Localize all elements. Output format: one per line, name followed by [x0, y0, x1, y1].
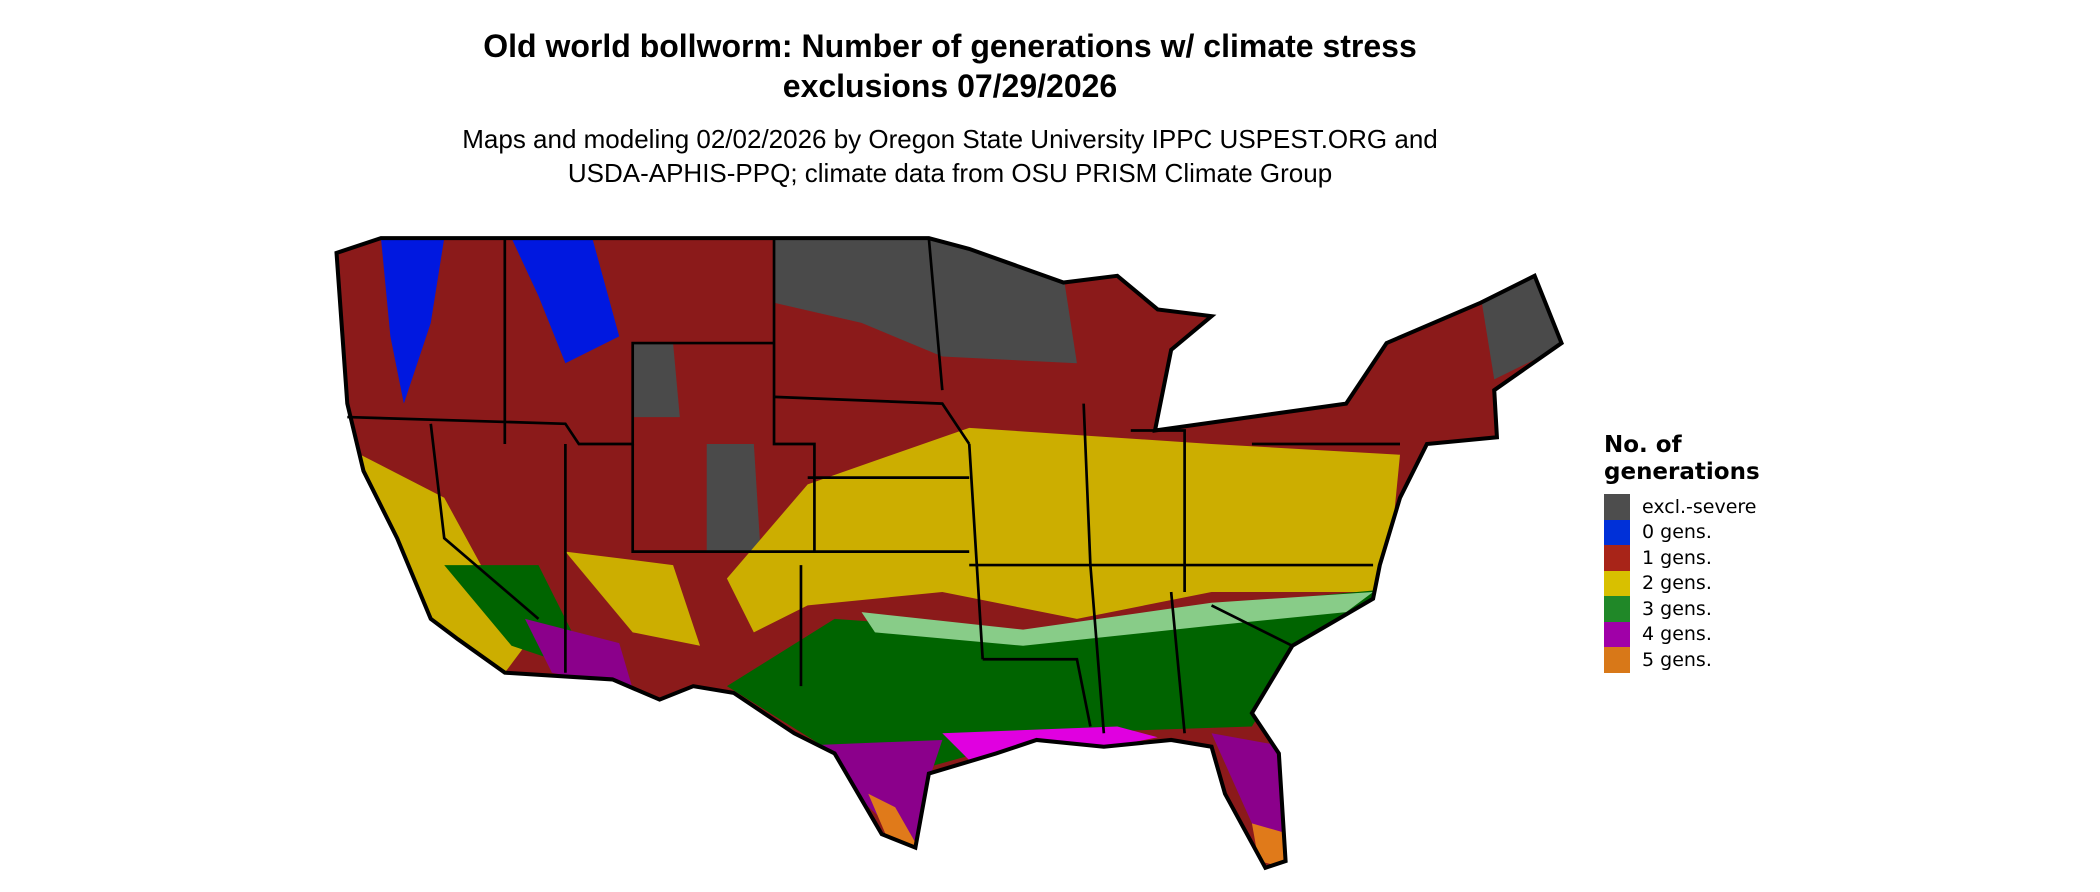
legend-item: 0 gens.: [1604, 519, 1760, 545]
map-subtitle: Maps and modeling 02/02/2026 by Oregon S…: [0, 122, 1900, 190]
legend-swatch: [1604, 570, 1630, 596]
subtitle-line-1: Maps and modeling 02/02/2026 by Oregon S…: [462, 124, 1438, 154]
title-line-1: Old world bollworm: Number of generation…: [483, 28, 1417, 64]
region-3-gen-edge: [861, 591, 1374, 646]
legend-item: 4 gens.: [1604, 621, 1760, 647]
region-0-gen-idaho: [511, 238, 620, 364]
region-0-gen-west: [380, 238, 445, 404]
map-title: Old world bollworm: Number of generation…: [0, 26, 1900, 106]
legend-swatch: [1604, 545, 1630, 571]
legend-item: 3 gens.: [1604, 596, 1760, 622]
legend-label: 0 gens.: [1642, 521, 1712, 544]
map-fill: [336, 238, 1562, 868]
legend-title: No. of generations: [1604, 432, 1760, 486]
legend-item: 5 gens.: [1604, 647, 1760, 673]
title-line-2: exclusions 07/29/2026: [782, 68, 1118, 104]
legend-label: 1 gens.: [1642, 546, 1712, 569]
legend-label: 5 gens.: [1642, 648, 1712, 671]
legend-swatch: [1604, 647, 1630, 673]
legend-item: excl.-severe: [1604, 494, 1760, 520]
legend-item: 1 gens.: [1604, 545, 1760, 571]
legend-title-line-2: generations: [1604, 459, 1760, 485]
legend-swatch: [1604, 596, 1630, 622]
subtitle-line-2: USDA-APHIS-PPQ; climate data from OSU PR…: [567, 158, 1333, 188]
legend-title-line-1: No. of: [1604, 432, 1682, 458]
legend-item: 2 gens.: [1604, 570, 1760, 596]
state-borders: [347, 238, 1400, 734]
legend-items: excl.-severe 0 gens. 1 gens. 2 gens. 3 gens.…: [1604, 494, 1760, 673]
legend: No. of generations excl.-severe 0 gens. 1 …: [1604, 432, 1760, 673]
legend-label: 2 gens.: [1642, 572, 1712, 595]
region-2-gen-west: [352, 450, 525, 673]
legend-swatch: [1604, 519, 1630, 545]
legend-swatch: [1604, 621, 1630, 647]
region-excluded-colorado: [706, 443, 761, 552]
region-2-gen-southwest: [565, 551, 700, 646]
region-excluded-wyoming: [632, 343, 680, 418]
region-5-gen-texas: [868, 793, 923, 855]
region-4-gen-arizona: [525, 618, 633, 689]
legend-swatch: [1604, 494, 1630, 520]
legend-label: 4 gens.: [1642, 623, 1712, 646]
legend-label: excl.-severe: [1642, 495, 1757, 518]
legend-label: 3 gens.: [1642, 597, 1712, 620]
